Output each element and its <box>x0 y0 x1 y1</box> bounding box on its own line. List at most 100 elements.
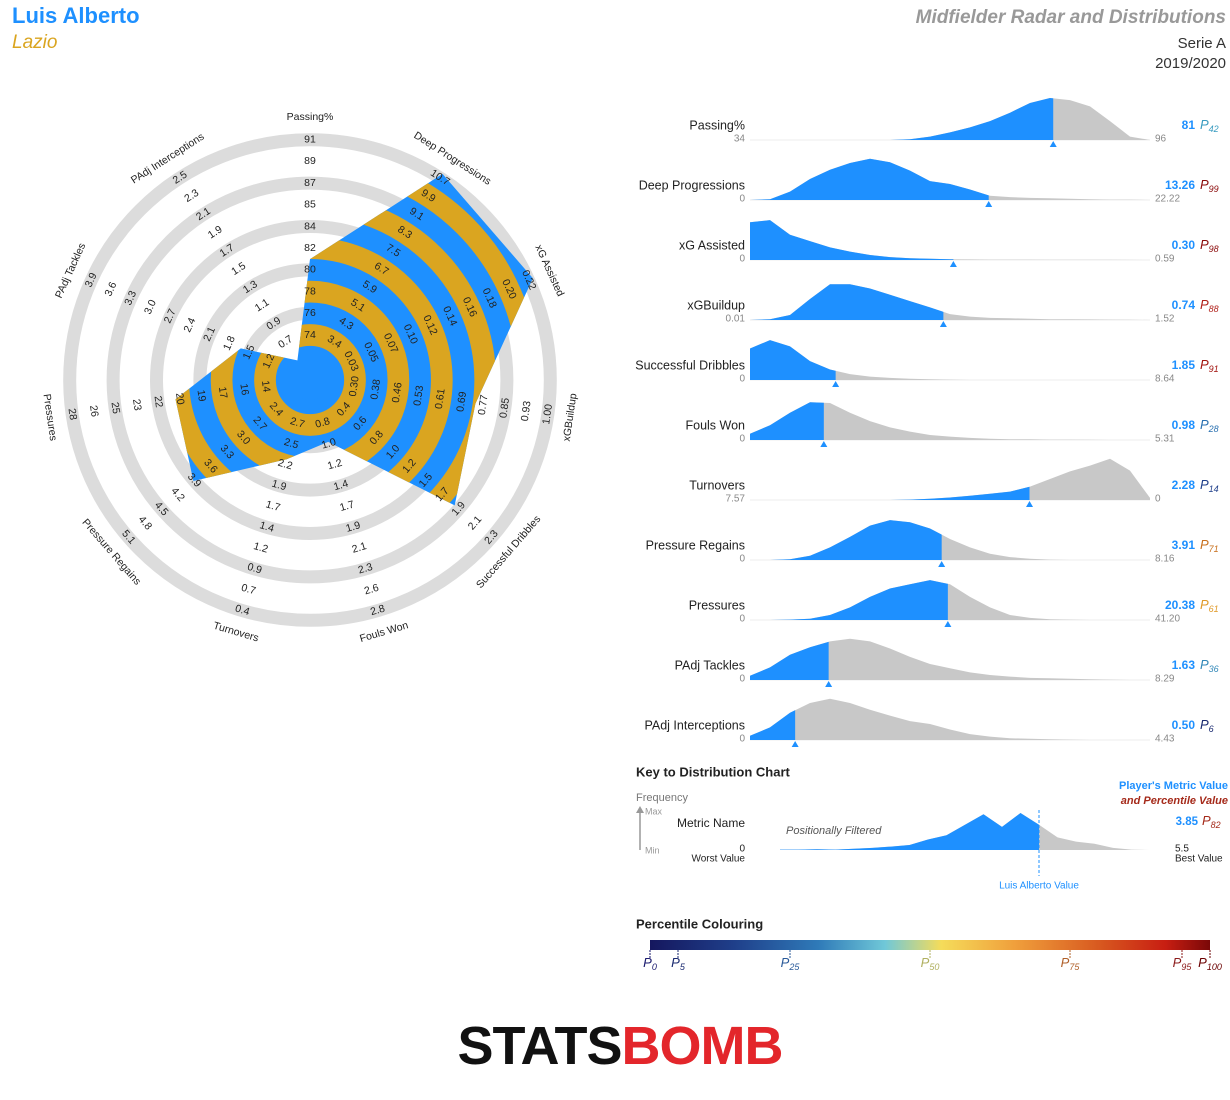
value-marker <box>825 681 833 687</box>
radar-tick-label: 4.8 <box>136 514 155 533</box>
left-value: 0.01 <box>726 314 746 325</box>
radar-tick-label: 80 <box>304 264 316 276</box>
key-min: Min <box>645 845 660 855</box>
percentile-label: P95 <box>1173 955 1193 972</box>
percentile-prefix: P <box>1200 597 1209 612</box>
value-marker <box>832 381 840 387</box>
radar-axis-name: PAdj Interceptions <box>129 131 207 187</box>
percentile-prefix: P <box>1200 237 1209 252</box>
percentile-number: 0 <box>652 962 657 972</box>
metric-name: PAdj Interceptions <box>644 718 745 732</box>
left-value: 0 <box>739 374 745 385</box>
radar-tick-label: 91 <box>304 133 316 145</box>
left-value: 0 <box>739 254 745 265</box>
percentile-label: P6 <box>1200 717 1214 734</box>
radar-tick-label: 2.8 <box>369 602 387 618</box>
percentile-prefix: P <box>1200 477 1209 492</box>
player-value: 20.38 <box>1165 598 1195 612</box>
density-curve <box>750 402 1150 440</box>
radar-tick-label: 0.46 <box>390 381 405 403</box>
percentile-number: 75 <box>1069 962 1080 972</box>
radar-tick-label: 1.5 <box>229 260 248 278</box>
logo: STATSBOMB <box>458 1016 783 1076</box>
percentile-number: 91 <box>1209 364 1219 374</box>
percentile-number: 50 <box>929 962 939 972</box>
radar-tick-label: 76 <box>304 307 316 319</box>
radar-axis-name: Pressures <box>41 393 60 441</box>
percentile-prefix: P <box>1200 297 1209 312</box>
percentile-label: P61 <box>1200 597 1219 614</box>
radar-tick-label: 3.6 <box>102 280 119 298</box>
percentile-label: P91 <box>1200 357 1219 374</box>
radar-tick-label: 3.3 <box>122 289 139 307</box>
percentile-label: P99 <box>1200 177 1219 194</box>
metric-name: Passing% <box>689 118 745 132</box>
metric-name: xG Assisted <box>679 238 745 252</box>
key-percentile-caption: and Percentile Value <box>1121 795 1228 807</box>
radar-tick-label: 0.4 <box>234 603 252 619</box>
percentile-prefix: P <box>643 955 652 970</box>
page-title: Midfielder Radar and Distributions <box>916 7 1226 28</box>
radar-tick-label: 0.69 <box>454 391 469 413</box>
radar-axis-name: Turnovers <box>212 620 260 645</box>
radar-tick-label: 0.7 <box>240 582 258 598</box>
percentile-number: 14 <box>1209 484 1219 494</box>
right-value: 0 <box>1155 494 1161 505</box>
radar-tick-label: 1.7 <box>264 498 282 514</box>
density-below-value <box>750 340 836 380</box>
player-value: 0.30 <box>1172 238 1196 252</box>
percentile-label: P25 <box>781 955 801 972</box>
radar-tick-label: 2.2 <box>276 457 294 473</box>
left-value: 0 <box>739 434 745 445</box>
value-marker <box>985 201 993 207</box>
percentile-label: P28 <box>1200 417 1219 434</box>
player-value: 1.63 <box>1172 658 1196 672</box>
value-marker <box>938 561 946 567</box>
percentile-number: 71 <box>1209 544 1219 554</box>
percentile-prefix: P <box>671 955 680 970</box>
radar-tick-label: 16 <box>237 383 251 396</box>
radar-tick-label: 1.9 <box>270 478 288 494</box>
density-curve <box>750 638 1150 680</box>
metric-name: PAdj Tackles <box>675 658 745 672</box>
percentile-number: 28 <box>1208 424 1219 434</box>
percentile-label: P98 <box>1200 237 1219 254</box>
radar-tick-label: 2.1 <box>466 513 485 532</box>
percentile-prefix: P <box>1202 813 1211 828</box>
percentile-label: P71 <box>1200 537 1219 554</box>
metric-name: xGBuildup <box>687 298 745 312</box>
value-marker <box>944 621 952 627</box>
right-value: 8.16 <box>1155 554 1175 565</box>
metric-name: Deep Progressions <box>639 178 745 192</box>
percentile-label: P82 <box>1202 813 1221 830</box>
percentile-number: 99 <box>1209 184 1219 194</box>
radar-tick-label: 20 <box>173 392 187 405</box>
radar-tick-label: 3.0 <box>142 298 159 316</box>
right-value: 41.20 <box>1155 614 1180 625</box>
player-value: 0.98 <box>1172 418 1196 432</box>
percentile-prefix: P <box>1200 537 1209 552</box>
right-value: 22.22 <box>1155 194 1180 205</box>
percentile-number: 5 <box>680 962 686 972</box>
season: 2019/2020 <box>1155 55 1226 72</box>
radar-tick-label: 2.4 <box>181 316 198 334</box>
radar-tick-label: 4.2 <box>168 485 187 504</box>
radar-tick-label: 0.30 <box>347 375 362 397</box>
key-density-below <box>780 813 1039 850</box>
percentile-prefix: P <box>1200 717 1209 732</box>
metric-name: Fouls Won <box>685 418 745 432</box>
radar-tick-label: 1.2 <box>326 457 344 473</box>
radar-tick-label: 3.9 <box>83 271 100 289</box>
left-value: 0 <box>739 734 745 745</box>
percentile-prefix: P <box>1198 955 1207 970</box>
key-right: 5.5 <box>1175 844 1189 855</box>
percentile-label: P14 <box>1200 477 1219 494</box>
key-title: Key to Distribution Chart <box>636 764 791 779</box>
right-value: 5.31 <box>1155 434 1175 445</box>
radar-tick-label: 2.5 <box>283 436 301 452</box>
player-value: 0.74 <box>1172 298 1196 312</box>
key-filter-note: Positionally Filtered <box>786 825 882 837</box>
percentile-number: 98 <box>1209 244 1219 254</box>
percentile-label: P42 <box>1200 117 1219 134</box>
